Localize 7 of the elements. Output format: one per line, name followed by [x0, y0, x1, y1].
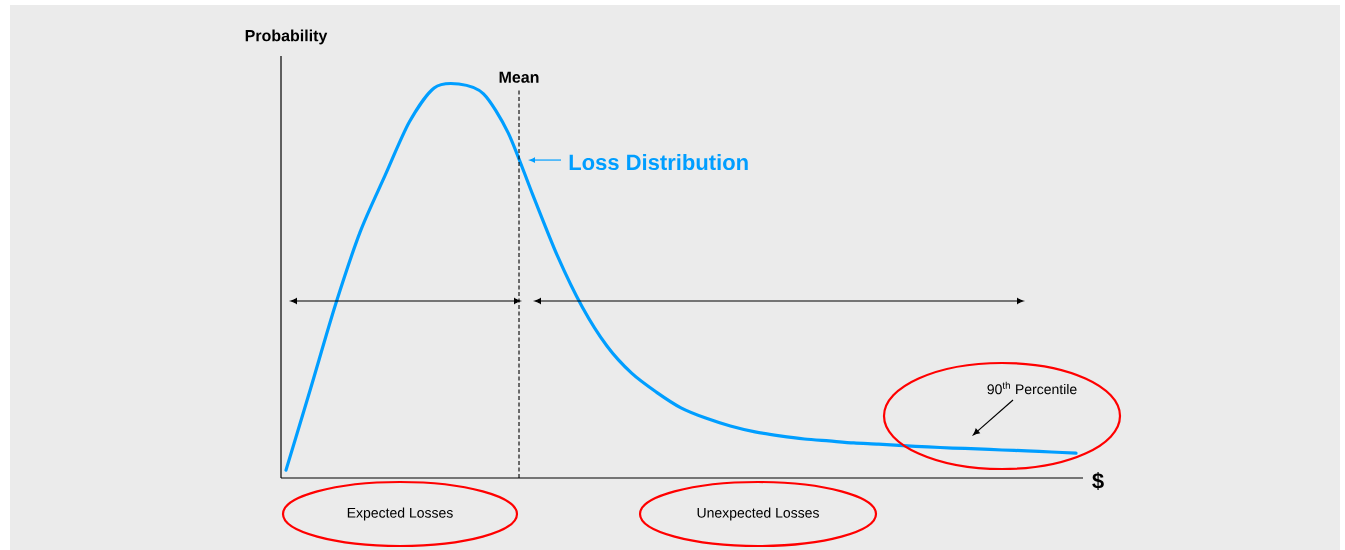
legend-label: Loss Distribution [569, 153, 748, 171]
text: Expected Losses [347, 507, 453, 521]
y-axis-title: Probability [245, 29, 328, 45]
annotation: 90$^{th}$ Percentile [987, 381, 1077, 395]
text: Mean [499, 71, 539, 83]
text: Unexpected Losses [697, 507, 819, 521]
x-axis-title: $ [1092, 472, 1104, 490]
